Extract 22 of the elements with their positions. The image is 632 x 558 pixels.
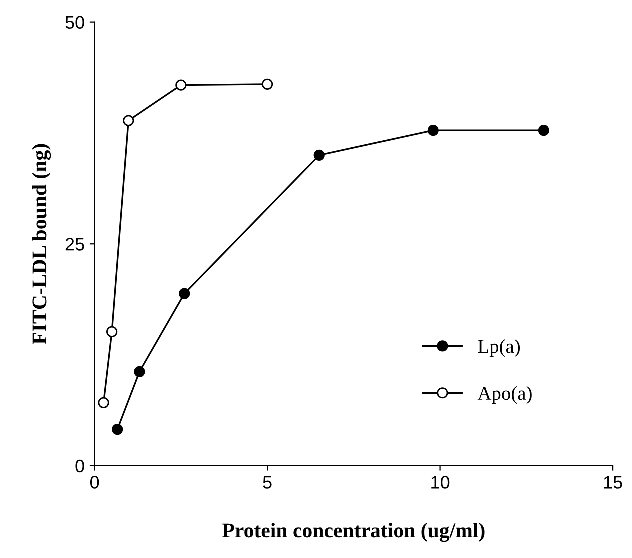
- point: [112, 424, 124, 436]
- point: [176, 80, 187, 91]
- y-axis-title: FITC-LDL bound (ng): [32, 144, 52, 344]
- point: [538, 125, 550, 136]
- x-tick-label: 10: [432, 476, 450, 489]
- x-tick-label: 15: [604, 476, 622, 489]
- point: [179, 288, 190, 300]
- point: [262, 78, 274, 90]
- point: [428, 125, 439, 136]
- point: [123, 115, 134, 126]
- y-tick-label: 50: [66, 16, 84, 30]
- point: [106, 326, 118, 338]
- point: [134, 366, 146, 378]
- x-tick-label: 5: [263, 476, 272, 489]
- y-tick-label: 25: [66, 238, 84, 251]
- legend-label: Apo(a): [478, 386, 532, 404]
- point: [314, 150, 325, 161]
- legend-label: Lp(a): [478, 340, 520, 358]
- y-tick-label: 0: [76, 460, 84, 473]
- point: [98, 397, 110, 408]
- x-axis-title: Protein concentration (ug/ml): [222, 523, 485, 542]
- x-tick-label: 0: [90, 476, 100, 489]
